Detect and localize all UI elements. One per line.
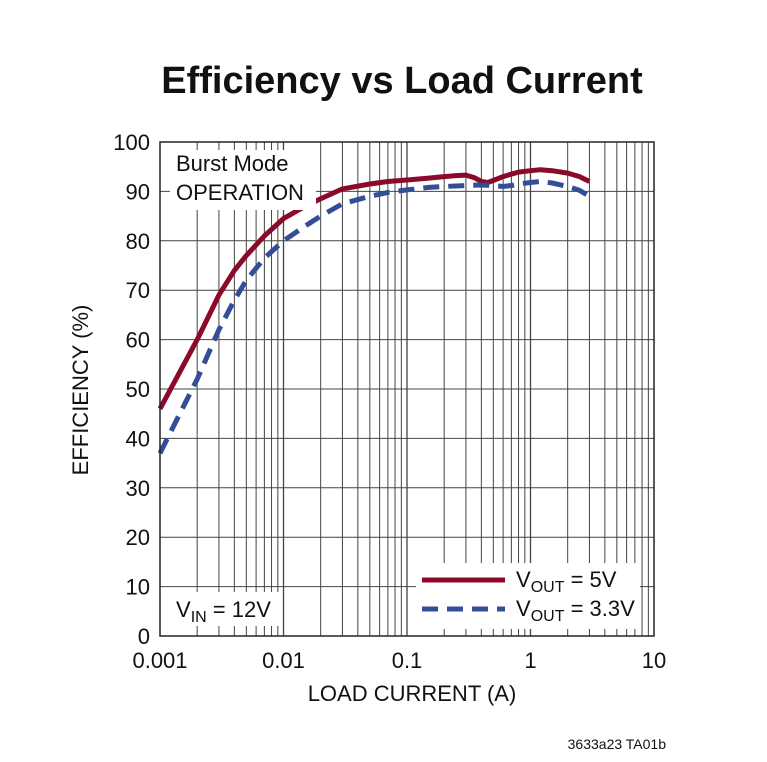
- axis-ticks: 0 10 20 30 40 50 60 70 80 90 100 0.001 0.01 0.1 1 10: [113, 130, 666, 673]
- vin-rest: = 12V: [207, 597, 272, 622]
- vin-main: V: [176, 597, 191, 622]
- legend-label-5v: VOUT = 5V: [516, 567, 617, 596]
- y-tick-label: 60: [126, 328, 150, 353]
- burst-mode-operation-label: OPERATION: [176, 180, 304, 205]
- y-tick-label: 80: [126, 229, 150, 254]
- x-axis-label: LOAD CURRENT (A): [308, 681, 517, 706]
- vin-label: VIN = 12V: [176, 597, 271, 626]
- vin-sub: IN: [191, 609, 207, 626]
- x-tick-label: 1: [524, 648, 536, 673]
- plot-grid: [160, 141, 654, 637]
- y-axis-label: EFFICIENCY (%): [68, 305, 93, 476]
- y-tick-label: 50: [126, 377, 150, 402]
- x-tick-label: 0.001: [132, 648, 187, 673]
- y-tick-label: 100: [113, 130, 150, 155]
- y-tick-label: 30: [126, 476, 150, 501]
- burst-mode-backdrop: [170, 150, 316, 210]
- series-line-vout-5v: [157, 167, 591, 410]
- vin-backdrop: [170, 592, 282, 626]
- burst-mode-label: Burst Mode: [176, 151, 289, 176]
- y-tick-label: 70: [126, 278, 150, 303]
- x-tick-label: 0.01: [262, 648, 305, 673]
- figure-code: 3633a23 TA01b: [568, 736, 667, 752]
- chart-title: Efficiency vs Load Current: [161, 60, 643, 102]
- legend-backdrop: [416, 563, 640, 629]
- y-tick-label: 0: [138, 624, 150, 649]
- series-layer: [157, 167, 591, 455]
- y-tick-label: 90: [126, 179, 150, 204]
- y-tick-label: 40: [126, 426, 150, 451]
- x-tick-label: 10: [642, 648, 666, 673]
- y-tick-label: 20: [126, 525, 150, 550]
- legend-label-3v3: VOUT = 3.3V: [516, 596, 635, 625]
- plot-frame: [159, 141, 655, 637]
- series-line-vout-3v3: [157, 179, 591, 455]
- x-tick-label: 0.1: [392, 648, 423, 673]
- y-tick-label: 10: [126, 575, 150, 600]
- legend: VOUT = 5V VOUT = 3.3V: [416, 563, 640, 629]
